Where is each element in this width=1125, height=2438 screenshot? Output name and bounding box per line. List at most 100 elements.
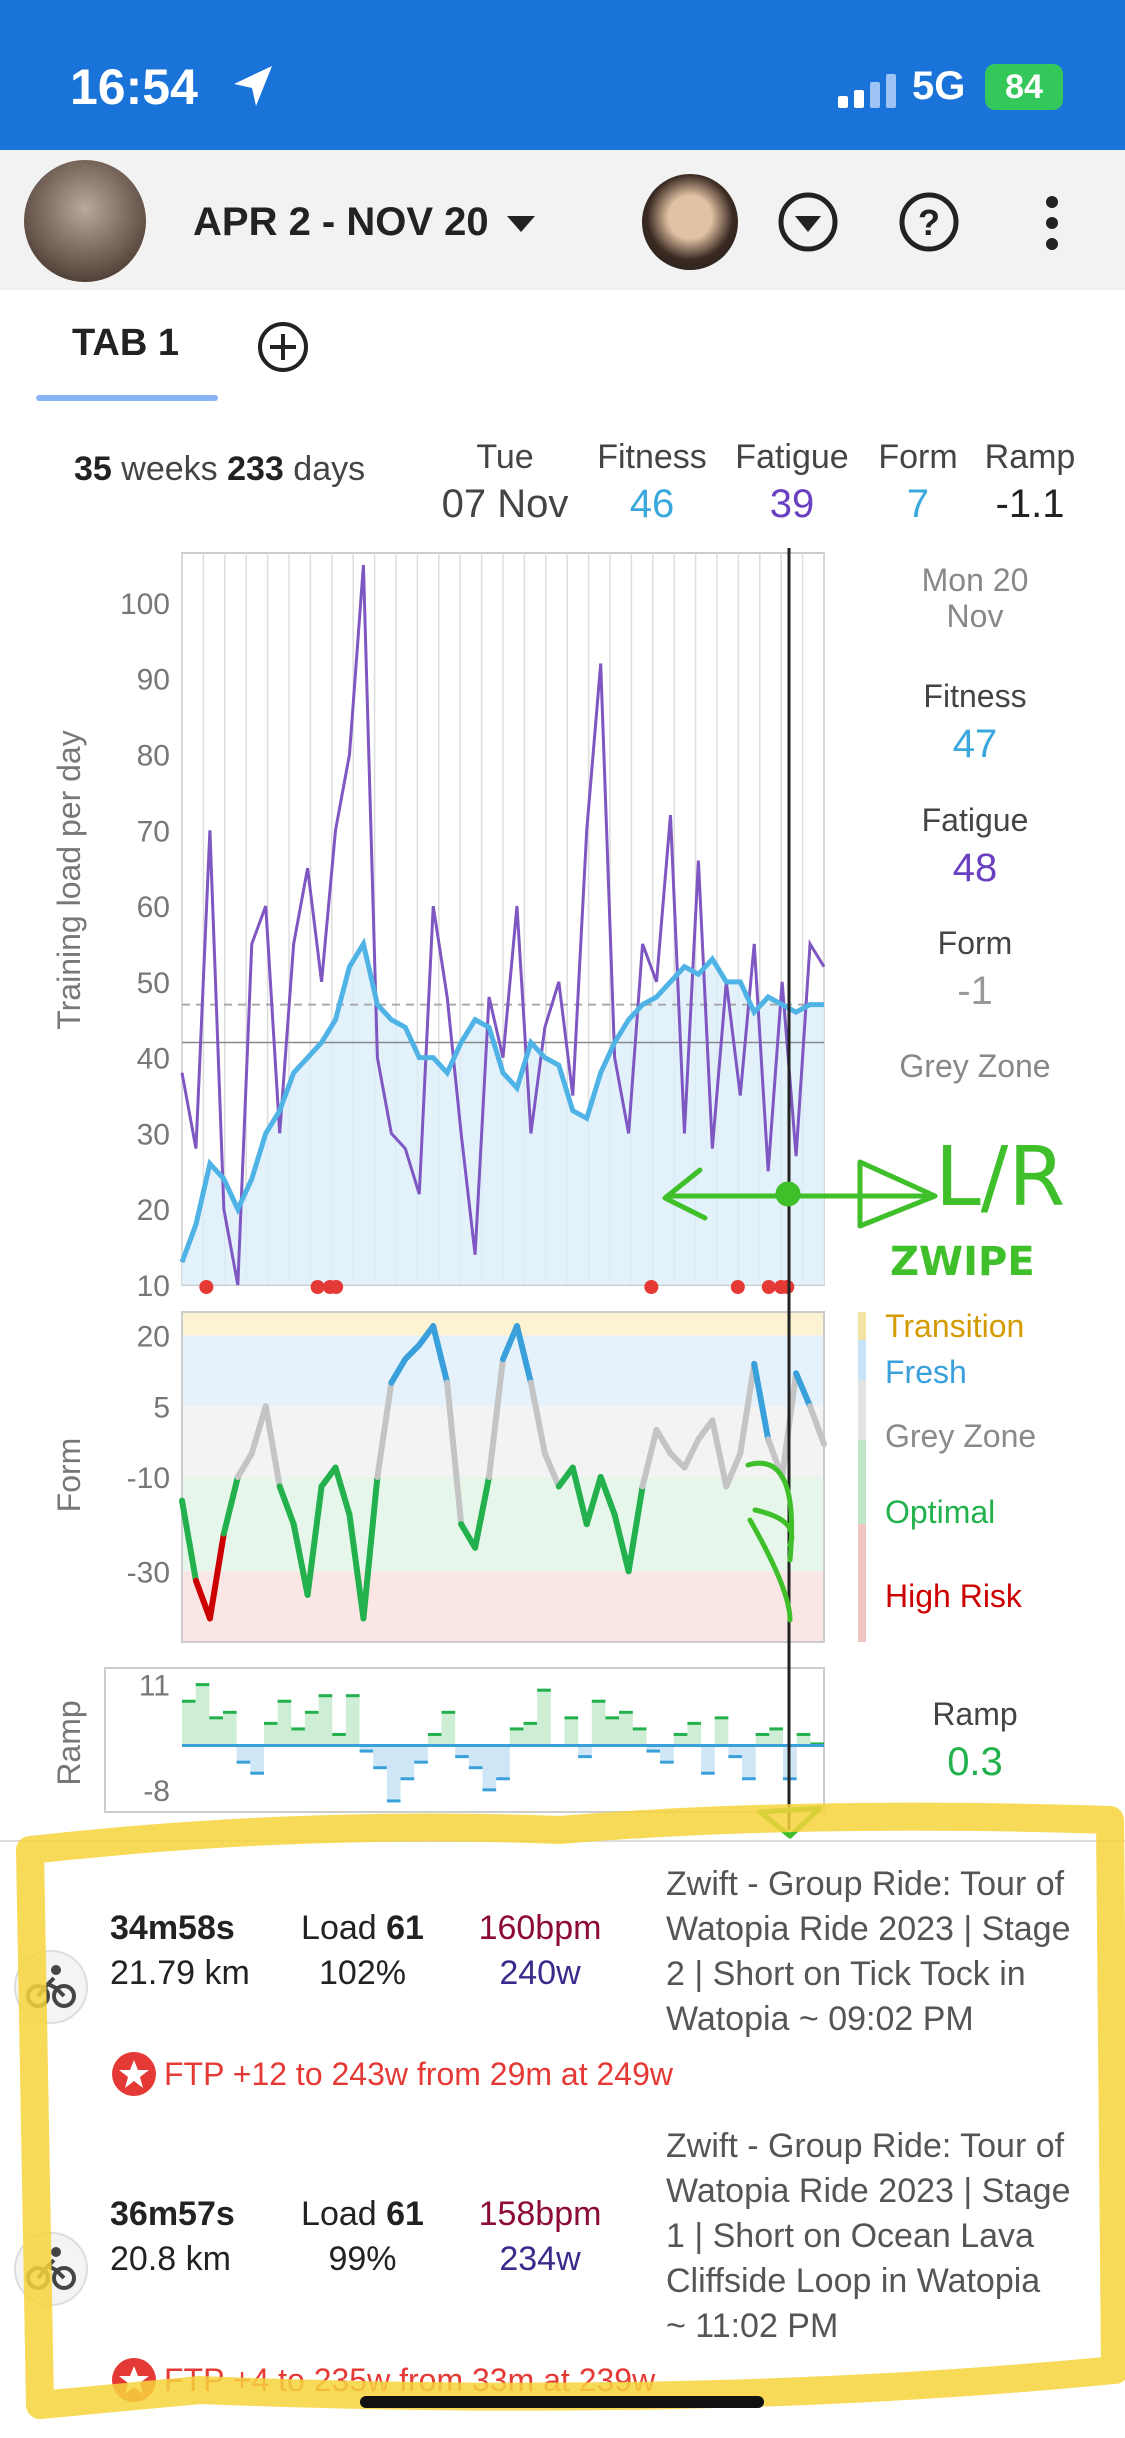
- form-label: Form: [878, 438, 958, 476]
- ramp-bar: [291, 1728, 305, 1746]
- y-tick-label: 80: [137, 739, 170, 772]
- ramp-bar: [373, 1745, 387, 1768]
- y-tick-label: 5: [153, 1391, 170, 1424]
- side-date-line1: Mon 20: [921, 562, 1029, 598]
- fitness-label: Fitness: [597, 438, 707, 476]
- load-value: 61: [386, 1909, 424, 1947]
- form-segment: [458, 1521, 479, 1551]
- add-tab-icon[interactable]: [256, 320, 310, 374]
- title-line: Watopia ~ 09:02 PM: [666, 2000, 974, 2038]
- legend-fresh: Fresh: [885, 1354, 967, 1390]
- days-label: days: [293, 450, 366, 488]
- activity-1-stats[interactable]: 34m58s 21.79 km: [110, 1906, 250, 1996]
- activity-2-stats[interactable]: 36m57s 20.8 km: [110, 2192, 235, 2282]
- ftp-note: FTP +4 to 235w from 33m at 239w: [164, 2362, 656, 2398]
- team-avatar[interactable]: [24, 160, 146, 282]
- y-tick-label: 20: [137, 1194, 170, 1227]
- activity-distance: 20.8 km: [110, 2240, 231, 2278]
- side-date-line2: Nov: [946, 598, 1004, 634]
- form-segment: [583, 1474, 604, 1528]
- event-marker[interactable]: [761, 1280, 776, 1294]
- load-label: Load: [301, 1909, 377, 1947]
- fitness-line: [179, 937, 824, 1264]
- activity-duration: 34m58s: [110, 1909, 235, 1947]
- form-segment: [206, 1530, 227, 1622]
- title-line: 2 | Short on Tick Tock in: [666, 1955, 1026, 1993]
- event-marker[interactable]: [780, 1280, 795, 1294]
- title-line: Zwift - Group Ride: Tour of: [666, 1865, 1065, 1903]
- user-avatar[interactable]: [642, 174, 738, 270]
- load-value: 61: [386, 2195, 424, 2233]
- form-segment: [555, 1464, 576, 1490]
- ramp-bar: [755, 1734, 770, 1746]
- form-segment: [611, 1511, 632, 1575]
- form-segment: [807, 1403, 827, 1447]
- ramp-bar: [277, 1701, 292, 1746]
- ramp-bar: [742, 1745, 756, 1779]
- activity-2-title[interactable]: Zwift - Group Ride: Tour of Watopia Ride…: [666, 2124, 1116, 2349]
- ramp-bar: [728, 1745, 743, 1757]
- form-chart[interactable]: 20 5 -10 -30: [127, 1311, 827, 1643]
- form-segment: [192, 1577, 213, 1622]
- form-segment: [737, 1360, 758, 1457]
- event-marker[interactable]: [329, 1280, 344, 1294]
- form-segment: [653, 1426, 674, 1457]
- activity-1-title[interactable]: Zwift - Group Ride: Tour of Watopia Ride…: [666, 1862, 1116, 2042]
- form-segment: [346, 1511, 367, 1622]
- tab-1[interactable]: TAB 1: [72, 322, 179, 364]
- form-segment: [625, 1483, 646, 1575]
- form-segment: [667, 1450, 688, 1471]
- ramp-bar: [182, 1701, 196, 1746]
- form-segment: [388, 1356, 409, 1386]
- y-tick-label: 11: [139, 1670, 170, 1703]
- form-segment: [500, 1323, 520, 1363]
- ramp-bar: [769, 1728, 784, 1746]
- activity-intensity: 102%: [319, 1954, 406, 1992]
- y-tick-label: -8: [143, 1775, 170, 1808]
- ramp-bar: [660, 1745, 674, 1763]
- plot-area: [181, 1311, 825, 1643]
- chevron-down-icon[interactable]: [505, 214, 537, 234]
- ramp-bar: [209, 1717, 223, 1746]
- y-tick-label: 70: [137, 815, 170, 848]
- side-form-value: -1: [957, 969, 993, 1013]
- form-segment: [416, 1323, 437, 1348]
- form-segment: [430, 1323, 451, 1386]
- title-line: Zwift - Group Ride: Tour of: [666, 2127, 1065, 2165]
- form-segment: [290, 1521, 311, 1598]
- activity-type-badge: [14, 1950, 88, 2024]
- zone-band: [182, 1571, 824, 1642]
- form-segment: [486, 1356, 506, 1480]
- form-segment: [681, 1436, 702, 1471]
- fitness-fatigue-chart[interactable]: 10 20 30 40 50 60 70 80 90 100: [120, 552, 826, 1303]
- selected-date: 07 Nov: [441, 482, 569, 526]
- filter-dropdown-icon[interactable]: [776, 190, 840, 254]
- ramp-bar: [605, 1717, 620, 1746]
- ramp-bar: [673, 1734, 688, 1746]
- fatigue-label: Fatigue: [735, 438, 849, 476]
- ramp-chart[interactable]: 11 -8: [104, 1667, 825, 1813]
- ramp-bar: [523, 1723, 538, 1746]
- form-segment: [220, 1474, 241, 1537]
- activity-hr: 158bpm: [478, 2195, 602, 2233]
- legend-optimal: Optimal: [885, 1494, 996, 1530]
- training-charts[interactable]: 10 20 30 40 50 60 70 80 90 100 Training load per …: [0, 0, 1125, 1840]
- battery-level: 84: [985, 64, 1063, 110]
- event-marker[interactable]: [310, 1280, 325, 1294]
- event-marker[interactable]: [644, 1280, 659, 1294]
- event-marker[interactable]: [730, 1280, 745, 1294]
- help-icon[interactable]: ?: [897, 190, 961, 254]
- form-segment: [248, 1403, 269, 1457]
- side-fatigue-value: 48: [952, 846, 998, 890]
- more-vert-icon[interactable]: [1040, 194, 1064, 252]
- form-segment: [304, 1483, 325, 1598]
- legend-grey-zone: Grey Zone: [885, 1418, 1037, 1454]
- ramp-bar: [332, 1734, 346, 1746]
- date-range-selector[interactable]: APR 2 - NOV 20: [193, 200, 489, 244]
- status-time: 16:54: [70, 59, 198, 115]
- event-marker[interactable]: [199, 1280, 214, 1294]
- fatigue-line: [180, 564, 826, 1286]
- home-indicator: [360, 2396, 764, 2408]
- tab-active-indicator: [36, 395, 218, 401]
- ftp-badge-icon: [112, 2052, 156, 2096]
